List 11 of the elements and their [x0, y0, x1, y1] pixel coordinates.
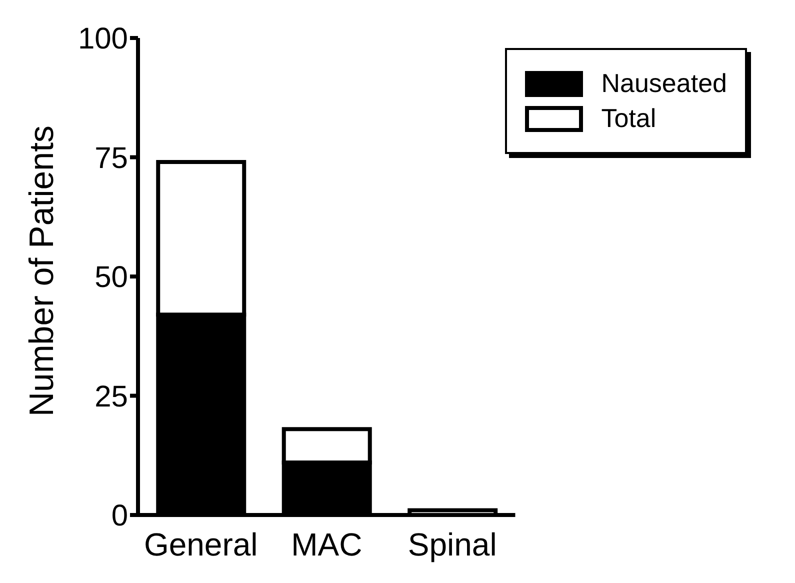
- x-tick-label: Spinal: [408, 526, 497, 563]
- legend-label: Total: [601, 103, 656, 134]
- y-tick-label: 0: [111, 500, 128, 533]
- x-tick-label: MAC: [291, 526, 362, 563]
- y-tick-label: 25: [94, 380, 128, 414]
- x-tick-label: General: [144, 526, 258, 563]
- y-tick-label: 75: [94, 142, 128, 175]
- legend-label: Nauseated: [601, 68, 727, 99]
- y-axis-title: Number of Patients: [23, 125, 62, 416]
- y-tick-label: 100: [78, 22, 128, 56]
- y-tick-label: 50: [94, 261, 128, 294]
